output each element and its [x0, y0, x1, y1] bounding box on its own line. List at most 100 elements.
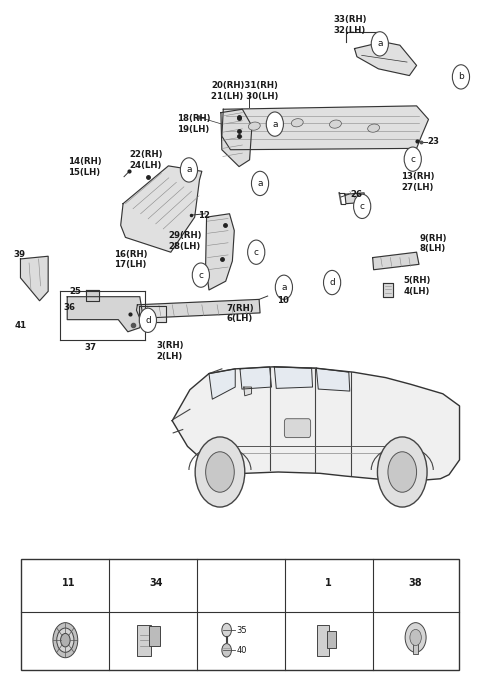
Text: 38: 38 — [409, 578, 422, 588]
Circle shape — [354, 194, 371, 219]
Text: 34: 34 — [149, 578, 163, 588]
Text: 26: 26 — [351, 190, 363, 199]
Text: 12: 12 — [199, 211, 211, 219]
Text: 35: 35 — [236, 626, 247, 634]
Text: 5(RH)
4(LH): 5(RH) 4(LH) — [404, 276, 431, 296]
Circle shape — [307, 573, 322, 594]
FancyBboxPatch shape — [327, 631, 336, 649]
Polygon shape — [372, 253, 419, 269]
Text: d: d — [145, 315, 151, 325]
Polygon shape — [86, 290, 99, 301]
Circle shape — [195, 437, 245, 507]
Circle shape — [324, 270, 341, 294]
Text: d: d — [329, 278, 335, 287]
Text: b: b — [136, 579, 142, 588]
Circle shape — [410, 630, 421, 646]
Text: 23: 23 — [428, 137, 440, 146]
Text: 36: 36 — [63, 303, 75, 312]
Circle shape — [452, 65, 469, 89]
Circle shape — [222, 624, 231, 637]
Text: c: c — [198, 271, 204, 280]
Text: a: a — [186, 165, 192, 175]
Text: 25: 25 — [70, 287, 82, 296]
Circle shape — [57, 628, 74, 653]
Circle shape — [405, 623, 426, 653]
Text: a: a — [377, 39, 383, 48]
Polygon shape — [222, 106, 429, 150]
Text: 16(RH)
17(LH): 16(RH) 17(LH) — [114, 250, 147, 269]
FancyBboxPatch shape — [137, 625, 151, 656]
Circle shape — [53, 623, 78, 658]
Text: b: b — [458, 72, 464, 81]
Text: c: c — [410, 154, 415, 164]
Text: d: d — [312, 579, 317, 588]
Polygon shape — [221, 109, 252, 167]
Text: 40: 40 — [236, 646, 247, 655]
Polygon shape — [244, 387, 252, 396]
Text: 1: 1 — [325, 578, 332, 588]
Text: 13(RH)
27(LH): 13(RH) 27(LH) — [401, 172, 435, 192]
Text: 14(RH)
15(LH): 14(RH) 15(LH) — [68, 157, 102, 177]
Polygon shape — [345, 193, 365, 204]
Text: c: c — [224, 579, 229, 588]
FancyBboxPatch shape — [22, 559, 458, 670]
Text: c: c — [254, 248, 259, 257]
Polygon shape — [205, 214, 234, 290]
Text: 41: 41 — [15, 321, 27, 330]
FancyBboxPatch shape — [413, 641, 419, 655]
Text: 3(RH)
2(LH): 3(RH) 2(LH) — [156, 341, 184, 362]
Polygon shape — [21, 257, 48, 301]
Polygon shape — [209, 369, 235, 399]
Text: 11: 11 — [61, 578, 75, 588]
Circle shape — [60, 634, 70, 647]
Ellipse shape — [368, 124, 380, 132]
Polygon shape — [136, 299, 260, 318]
Circle shape — [248, 240, 265, 264]
Text: 29(RH)
28(LH): 29(RH) 28(LH) — [168, 231, 202, 250]
Circle shape — [388, 452, 417, 492]
Polygon shape — [240, 367, 272, 389]
Circle shape — [404, 147, 421, 171]
Polygon shape — [120, 166, 202, 253]
Circle shape — [132, 573, 146, 594]
Circle shape — [139, 308, 156, 332]
Text: 39: 39 — [13, 250, 25, 259]
Circle shape — [371, 32, 388, 56]
Polygon shape — [275, 367, 312, 389]
Circle shape — [276, 275, 292, 299]
Polygon shape — [383, 283, 393, 297]
Polygon shape — [316, 368, 350, 391]
Text: a: a — [281, 283, 287, 292]
FancyBboxPatch shape — [149, 626, 160, 646]
Polygon shape — [139, 306, 166, 322]
Text: 22(RH)
24(LH): 22(RH) 24(LH) — [129, 150, 163, 170]
Text: 20(RH)31(RH)
21(LH) 30(LH): 20(RH)31(RH) 21(LH) 30(LH) — [211, 81, 279, 101]
Text: a: a — [272, 120, 277, 129]
FancyBboxPatch shape — [284, 419, 311, 437]
Circle shape — [222, 644, 231, 657]
Ellipse shape — [248, 122, 260, 130]
Text: 9(RH)
8(LH): 9(RH) 8(LH) — [420, 234, 447, 253]
Circle shape — [219, 573, 234, 594]
Text: c: c — [360, 202, 365, 211]
Circle shape — [192, 263, 209, 287]
Circle shape — [180, 158, 198, 182]
Polygon shape — [355, 42, 417, 76]
Circle shape — [205, 452, 234, 492]
Circle shape — [266, 112, 283, 136]
Polygon shape — [67, 297, 142, 332]
FancyBboxPatch shape — [317, 625, 329, 656]
Circle shape — [377, 437, 427, 507]
Text: 7(RH)
6(LH): 7(RH) 6(LH) — [226, 304, 254, 324]
Ellipse shape — [329, 120, 341, 128]
Text: 37: 37 — [85, 343, 97, 352]
Text: 33(RH)
32(LH): 33(RH) 32(LH) — [333, 15, 367, 35]
Text: 18(RH)
19(LH): 18(RH) 19(LH) — [177, 114, 211, 134]
Text: 10: 10 — [277, 297, 288, 305]
Ellipse shape — [291, 118, 303, 127]
Text: a: a — [48, 579, 54, 588]
Circle shape — [252, 171, 269, 196]
Circle shape — [44, 573, 58, 594]
Polygon shape — [172, 367, 459, 481]
Text: a: a — [257, 179, 263, 188]
